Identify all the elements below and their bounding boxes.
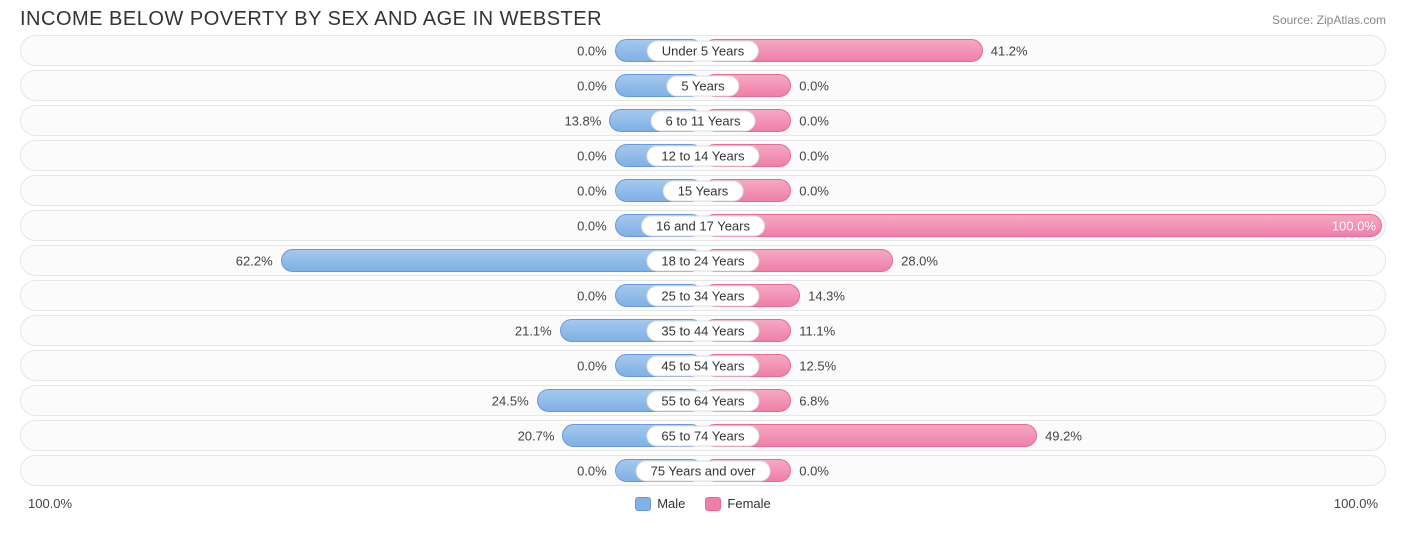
male-value-label: 62.2% [236, 253, 273, 268]
female-value-label: 49.2% [1045, 428, 1082, 443]
chart-row: 0.0% 0.0% 75 Years and over [20, 455, 1386, 486]
swatch-female [705, 497, 721, 511]
female-value-label: 28.0% [901, 253, 938, 268]
chart-area: 0.0% 41.2% Under 5 Years 0.0% 0.0% 5 Years 13.… [0, 35, 1406, 486]
male-value-label: 0.0% [577, 43, 607, 58]
axis-left-label: 100.0% [28, 496, 72, 511]
male-value-label: 24.5% [492, 393, 529, 408]
male-value-label: 21.1% [515, 323, 552, 338]
legend-female: Female [705, 496, 770, 511]
chart-header: INCOME BELOW POVERTY BY SEX AND AGE IN W… [0, 0, 1406, 35]
male-value-label: 0.0% [577, 148, 607, 163]
female-value-label: 12.5% [799, 358, 836, 373]
category-label: 15 Years [663, 180, 744, 201]
category-label: 55 to 64 Years [646, 390, 759, 411]
female-value-label: 6.8% [799, 393, 829, 408]
female-value-label: 41.2% [991, 43, 1028, 58]
category-label: 45 to 54 Years [646, 355, 759, 376]
chart-row: 0.0% 41.2% Under 5 Years [20, 35, 1386, 66]
category-label: 12 to 14 Years [646, 145, 759, 166]
chart-row: 24.5% 6.8% 55 to 64 Years [20, 385, 1386, 416]
chart-row: 0.0% 100.0% 16 and 17 Years [20, 210, 1386, 241]
female-value-label: 0.0% [799, 113, 829, 128]
male-value-label: 13.8% [564, 113, 601, 128]
chart-source: Source: ZipAtlas.com [1272, 13, 1386, 27]
chart-row: 0.0% 12.5% 45 to 54 Years [20, 350, 1386, 381]
male-value-label: 0.0% [577, 288, 607, 303]
female-value-label: 14.3% [808, 288, 845, 303]
female-value-label: 11.1% [799, 323, 835, 338]
male-value-label: 0.0% [577, 183, 607, 198]
legend-female-label: Female [727, 496, 770, 511]
female-value-label: 0.0% [799, 183, 829, 198]
chart-row: 20.7% 49.2% 65 to 74 Years [20, 420, 1386, 451]
legend-male-label: Male [657, 496, 685, 511]
legend: Male Female [635, 496, 771, 511]
male-value-label: 0.0% [577, 78, 607, 93]
axis-right-label: 100.0% [1334, 496, 1378, 511]
chart-row: 0.0% 0.0% 15 Years [20, 175, 1386, 206]
female-value-label: 0.0% [799, 463, 829, 478]
female-value-label: 100.0% [1332, 218, 1376, 233]
female-value-label: 0.0% [799, 78, 829, 93]
category-label: Under 5 Years [647, 40, 759, 61]
category-label: 5 Years [666, 75, 739, 96]
swatch-male [635, 497, 651, 511]
chart-title: INCOME BELOW POVERTY BY SEX AND AGE IN W… [20, 8, 602, 31]
legend-male: Male [635, 496, 685, 511]
male-bar [281, 249, 703, 272]
chart-row: 62.2% 28.0% 18 to 24 Years [20, 245, 1386, 276]
category-label: 75 Years and over [636, 460, 771, 481]
category-label: 16 and 17 Years [641, 215, 765, 236]
category-label: 65 to 74 Years [646, 425, 759, 446]
male-value-label: 0.0% [577, 358, 607, 373]
female-value-label: 0.0% [799, 148, 829, 163]
chart-row: 13.8% 0.0% 6 to 11 Years [20, 105, 1386, 136]
male-value-label: 20.7% [518, 428, 555, 443]
category-label: 6 to 11 Years [651, 110, 756, 131]
female-bar [703, 214, 1382, 237]
category-label: 18 to 24 Years [646, 250, 759, 271]
chart-row: 0.0% 0.0% 5 Years [20, 70, 1386, 101]
male-value-label: 0.0% [577, 218, 607, 233]
chart-row: 0.0% 0.0% 12 to 14 Years [20, 140, 1386, 171]
chart-row: 0.0% 14.3% 25 to 34 Years [20, 280, 1386, 311]
chart-row: 21.1% 11.1% 35 to 44 Years [20, 315, 1386, 346]
chart-footer: 100.0% Male Female 100.0% [0, 490, 1406, 511]
male-value-label: 0.0% [577, 463, 607, 478]
category-label: 25 to 34 Years [646, 285, 759, 306]
category-label: 35 to 44 Years [646, 320, 759, 341]
